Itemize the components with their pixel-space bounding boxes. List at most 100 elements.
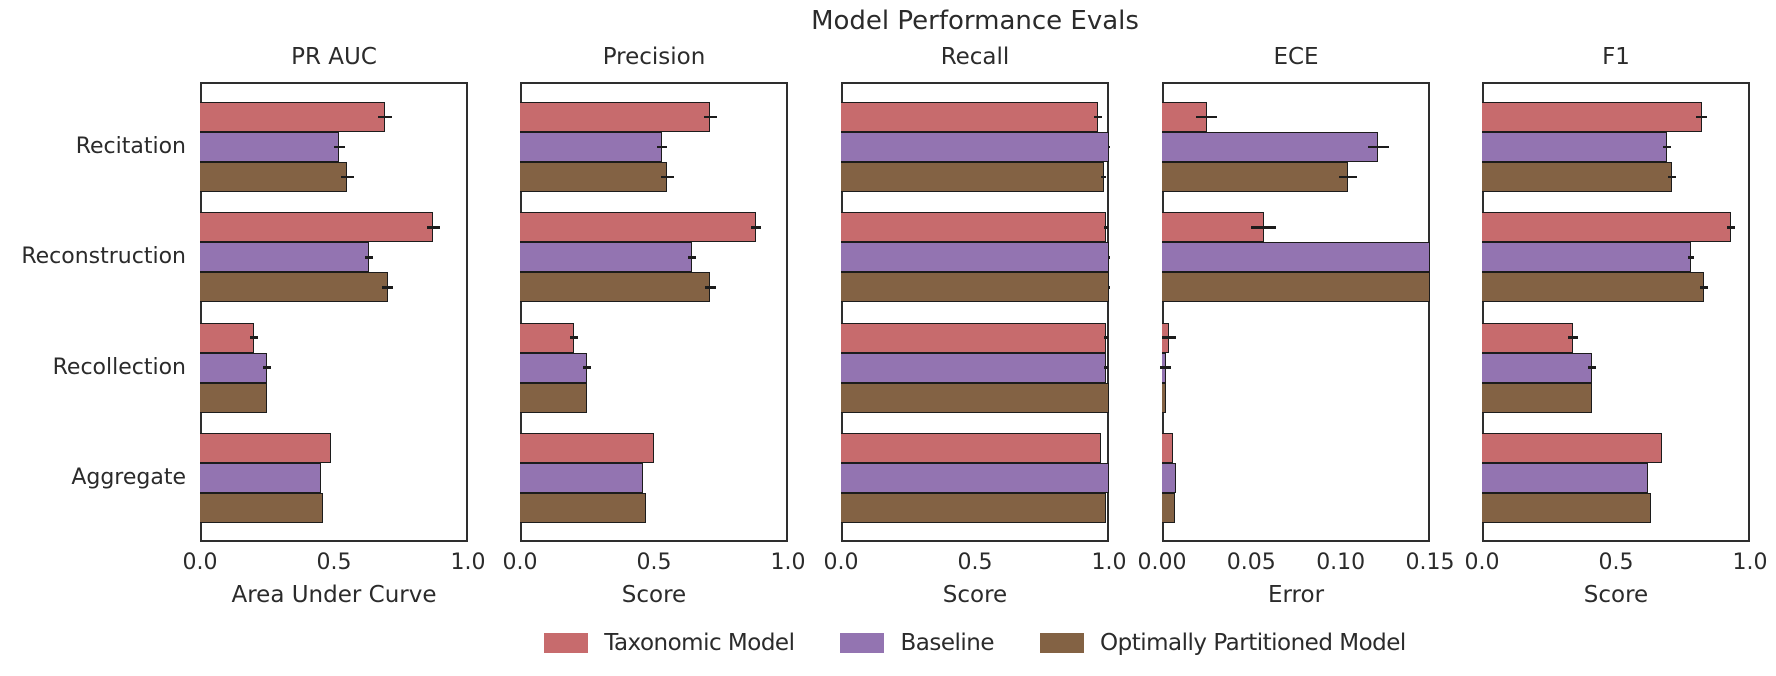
bar-taxonomic-model-aggregate [841,432,1101,463]
error-bar [1094,115,1103,119]
bar-optimally-partitioned-model-recitation [1482,162,1672,192]
bar-taxonomic-model-recollection [841,322,1106,353]
bar-taxonomic-model-aggregate [520,432,654,463]
figure-title: Model Performance Evals [811,6,1139,36]
legend-item-optimally-partitioned-model: Optimally Partitioned Model [1040,630,1406,656]
legend-swatch-optimally-partitioned-model [1040,633,1084,653]
bar-baseline-recitation [841,132,1109,162]
error-bar [750,226,762,229]
error-bar [426,226,440,229]
bar-taxonomic-model-recitation [520,102,710,132]
x-tick-label: 0.00 [1137,550,1187,575]
x-tick-label: 0.0 [502,550,538,575]
bar-optimally-partitioned-model-reconstruction [1162,272,1430,303]
subplot-precision: Precision 0.0 0.5 1.0 Score [503,44,806,608]
bar-optimally-partitioned-model-recollection [841,382,1109,413]
error-bar [1338,175,1357,179]
error-bar [1104,366,1109,369]
bar-optimally-partitioned-model-reconstruction [520,272,710,303]
bar-taxonomic-model-recitation [841,102,1098,132]
error-bar [1251,226,1277,229]
subplot-recall: Recall 0.0 0.5 1.0 Score [824,44,1127,608]
bar-taxonomic-model-reconstruction [200,212,433,243]
x-tick-label: 0.0 [823,550,859,575]
bar-optimally-partitioned-model-aggregate [1162,492,1175,523]
error-bar [340,175,355,179]
error-bar [1700,286,1709,289]
bar-taxonomic-model-reconstruction [520,212,756,243]
bar-baseline-reconstruction [841,242,1109,273]
bar-baseline-recitation [200,132,339,162]
error-bar [1107,256,1110,259]
legend-label: Taxonomic Model [604,630,795,656]
error-bar [249,336,258,339]
error-bar [263,366,271,369]
bar-optimally-partitioned-model-recitation [1162,162,1348,192]
subplot-f1: F1 0.0 0.5 1.0 Score [1465,44,1768,608]
error-bar [364,256,373,259]
x-tick-label: 0.15 [1405,550,1455,575]
error-bar [1101,175,1107,179]
x-axis-label-ece: Error [1267,582,1325,608]
legend-label: Optimally Partitioned Model [1100,630,1406,656]
bar-baseline-aggregate [520,462,643,493]
error-bar [1662,145,1671,149]
bar-optimally-partitioned-model-recollection [200,382,267,413]
bar-baseline-reconstruction [1162,242,1430,273]
bar-baseline-reconstruction [200,242,369,273]
legend-label: Baseline [900,630,994,656]
bar-baseline-reconstruction [520,242,692,273]
bar-baseline-recitation [520,132,662,162]
bar-taxonomic-model-recollection [520,322,574,353]
bar-taxonomic-model-recitation [1482,102,1702,132]
bar-taxonomic-model-aggregate [1162,432,1173,463]
error-bar [1688,256,1694,259]
error-bar [1195,115,1218,119]
subplot-pr-auc: PR AUC 0.0 0.5 1.0 Area Under Curve [183,44,486,608]
x-tick-label: 1.0 [450,550,486,575]
legend-swatch-baseline [840,633,885,653]
error-bar [569,336,578,339]
x-tick-label: 1.0 [1732,550,1768,575]
bar-taxonomic-model-aggregate [1482,432,1662,463]
bar-optimally-partitioned-model-reconstruction [1482,272,1704,303]
bar-baseline-recollection [1482,352,1592,383]
x-axis-label-f1: Score [1583,582,1649,608]
bar-baseline-aggregate [1162,462,1176,493]
error-bar [1104,226,1109,229]
bar-taxonomic-model-reconstruction [841,212,1106,243]
error-bar [378,115,392,119]
x-tick-label: 0.0 [1464,550,1500,575]
x-axis-label-recall: Score [942,582,1008,608]
subplot-title-pr-auc: PR AUC [291,44,377,70]
x-tick-label: 1.0 [770,550,806,575]
bar-baseline-recitation [1162,132,1378,162]
y-tick-label-reconstruction: Reconstruction [21,244,186,270]
error-bar [1587,366,1596,369]
bar-optimally-partitioned-model-aggregate [1482,492,1651,523]
bar-optimally-partitioned-model-aggregate [200,492,323,523]
error-bar [1567,336,1579,339]
bar-taxonomic-model-recollection [200,322,254,353]
subplot-title-recall: Recall [940,44,1010,70]
y-tick-label-recitation: Recitation [75,134,186,159]
error-bar [1367,145,1389,149]
bar-taxonomic-model-recollection [1482,322,1573,353]
bar-baseline-aggregate [200,462,321,493]
error-bar [1668,175,1677,179]
error-bar [583,366,591,369]
legend-item-taxonomic-model: Taxonomic Model [544,630,795,656]
x-tick-label: 0.0 [182,550,218,575]
y-tick-label-aggregate: Aggregate [71,465,186,490]
error-bar [687,256,696,259]
x-tick-label: 0.5 [636,550,672,575]
x-axis-label-precision: Score [621,582,687,608]
bar-optimally-partitioned-model-recollection [1482,382,1592,413]
x-axis-label-pr-auc: Area Under Curve [231,582,437,608]
subplot-ece: ECE 0.00 0.05 0.10 0.15 Error [1138,44,1455,608]
bar-optimally-partitioned-model-recitation [520,162,667,192]
bar-taxonomic-model-aggregate [200,432,331,463]
error-bar [704,286,716,289]
bar-baseline-aggregate [841,462,1109,493]
